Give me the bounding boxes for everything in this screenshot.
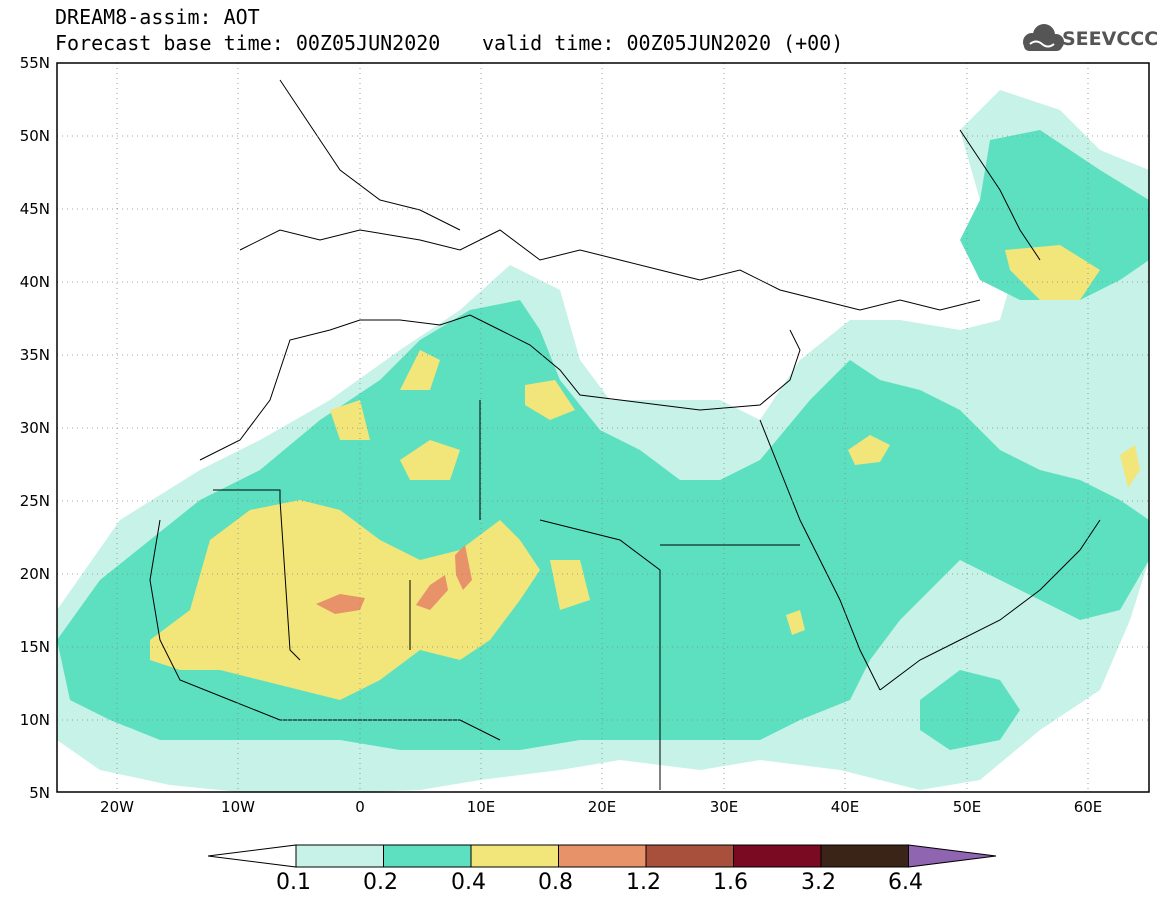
colorbar-label: 1.6 bbox=[713, 870, 748, 895]
colorbar-under-arrow bbox=[207, 844, 297, 868]
lat-ticks: 55N 50N 45N 40N 35N 30N 25N 20N 15N 10N … bbox=[20, 54, 50, 802]
lat-tick: 55N bbox=[20, 54, 50, 72]
lat-tick: 15N bbox=[20, 638, 50, 656]
colorbar bbox=[207, 844, 997, 868]
lon-ticks: 20W 10W 0 10E 20E 30E 40E 50E 60E bbox=[100, 798, 1102, 816]
colorbar-label: 0.1 bbox=[276, 870, 311, 895]
colorbar-label: 3.2 bbox=[801, 870, 836, 895]
lon-tick: 60E bbox=[1074, 798, 1103, 816]
cloud-icon bbox=[1023, 24, 1064, 51]
lon-tick: 40E bbox=[831, 798, 860, 816]
colorbar-bin bbox=[470, 844, 559, 868]
colorbar-bin bbox=[558, 844, 647, 868]
colorbar-bin bbox=[733, 844, 822, 868]
lat-tick: 10N bbox=[20, 711, 50, 729]
logo-text: SEEVCCC bbox=[1062, 28, 1159, 50]
colorbar-bin bbox=[383, 844, 472, 868]
lon-tick: 10W bbox=[221, 798, 255, 816]
colorbar-label: 0.8 bbox=[538, 870, 573, 895]
colorbar-label: 0.4 bbox=[451, 870, 486, 895]
lat-tick: 20N bbox=[20, 565, 50, 583]
lat-tick: 5N bbox=[29, 784, 50, 802]
colorbar-label: 1.2 bbox=[626, 870, 661, 895]
lat-tick: 45N bbox=[20, 200, 50, 218]
aot-band-0.8 bbox=[316, 545, 472, 614]
forecast-base-time: Forecast base time: 00Z05JUN2020 bbox=[55, 31, 441, 55]
lat-tick: 50N bbox=[20, 127, 50, 145]
lon-tick: 20W bbox=[100, 798, 134, 816]
lon-tick: 50E bbox=[953, 798, 982, 816]
colorbar-bin bbox=[645, 844, 734, 868]
lon-tick: 20E bbox=[588, 798, 617, 816]
lon-tick: 10E bbox=[467, 798, 496, 816]
lat-tick: 30N bbox=[20, 419, 50, 437]
colorbar-label: 0.2 bbox=[363, 870, 398, 895]
colorbar-bin bbox=[295, 844, 384, 868]
lat-tick: 40N bbox=[20, 273, 50, 291]
valid-time: valid time: 00Z05JUN2020 (+00) bbox=[482, 31, 844, 55]
map-title: DREAM8-assim: AOT bbox=[55, 5, 260, 29]
colorbar-over-arrow bbox=[908, 844, 997, 868]
lat-tick: 35N bbox=[20, 346, 50, 364]
colorbar-bin bbox=[820, 844, 909, 868]
lon-tick: 0 bbox=[355, 798, 365, 816]
lat-tick: 25N bbox=[20, 492, 50, 510]
lon-tick: 30E bbox=[710, 798, 739, 816]
map-frame bbox=[56, 62, 1150, 793]
graticule bbox=[57, 63, 1149, 792]
colorbar-label: 6.4 bbox=[888, 870, 923, 895]
coastlines bbox=[149, 79, 1101, 790]
